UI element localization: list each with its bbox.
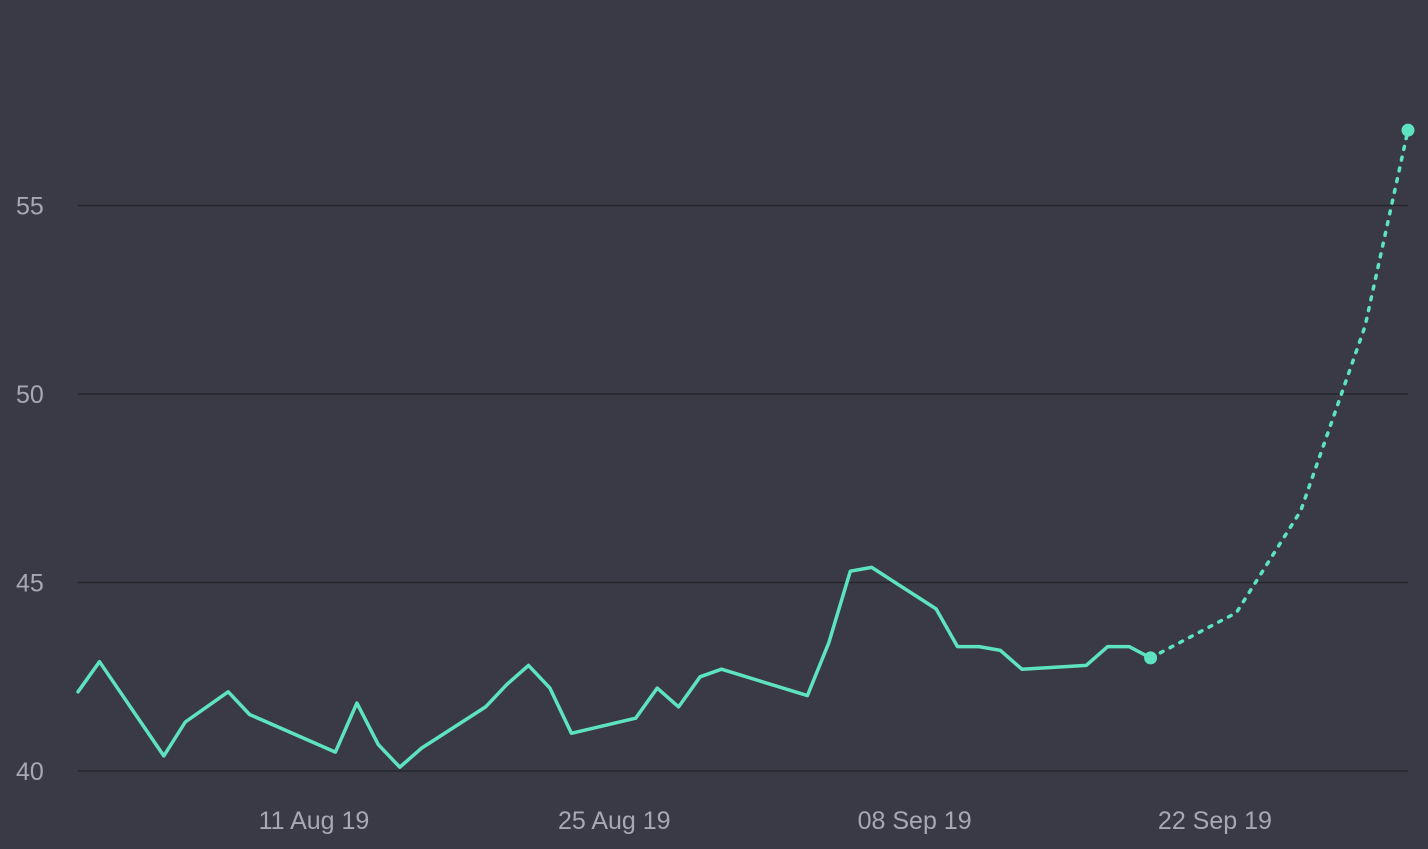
x-tick-label-2: 08 Sep 19 [858,807,972,835]
forecast-series-line [1148,128,1410,660]
y-gridlines [78,204,1408,772]
x-tick-label-3: 22 Sep 19 [1158,807,1272,835]
y-axis-ticks: 40 45 50 55 [16,193,44,787]
series-lines [76,128,1410,769]
forecast-end-marker [1401,123,1415,137]
history-series-line [76,565,1153,769]
y-tick-label-50: 50 [16,381,44,409]
y-tick-label-45: 45 [16,570,44,598]
x-axis-ticks: 11 Aug 19 25 Aug 19 08 Sep 19 22 Sep 19 [259,807,1272,835]
x-tick-label-0: 11 Aug 19 [259,807,370,835]
y-tick-label-40: 40 [16,758,44,786]
history-end-marker [1144,651,1158,665]
y-tick-label-55: 55 [16,193,44,221]
x-tick-label-1: 25 Aug 19 [558,807,671,835]
series-markers [1144,123,1415,665]
